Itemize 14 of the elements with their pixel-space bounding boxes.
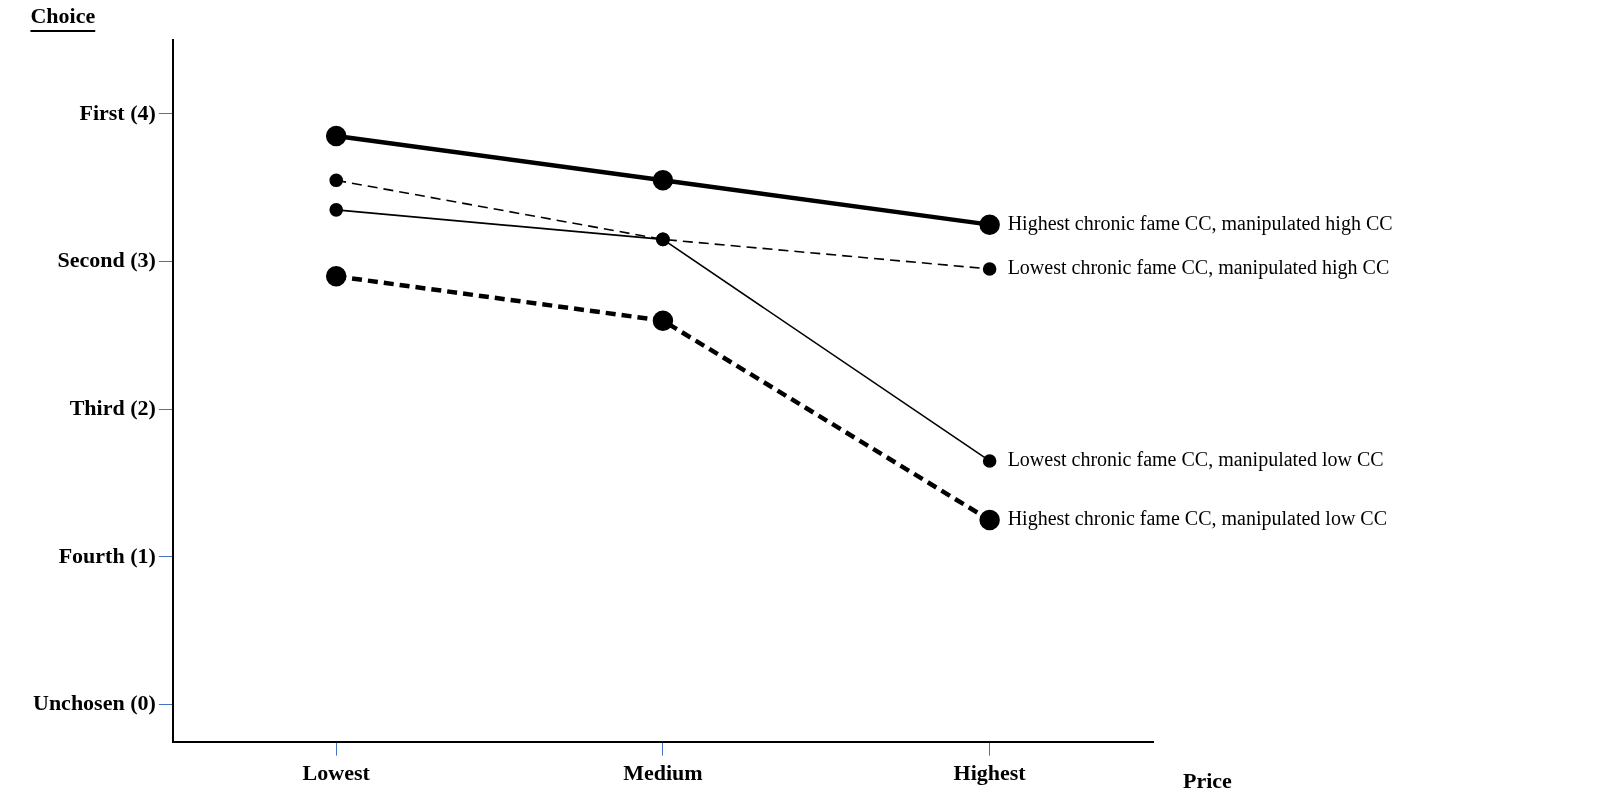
y-tick-label: Unchosen (0) (32, 690, 156, 716)
series-label: Lowest chronic fame CC, manipulated low CC (1007, 448, 1384, 472)
x-tick-label: Highest (953, 760, 1027, 786)
y-axis-title: Choice (30, 2, 96, 28)
x-tick-label: Medium (623, 760, 703, 786)
series-label: Lowest chronic fame CC, manipulated high CC (1007, 256, 1390, 280)
x-tick-label: Lowest (302, 760, 371, 786)
x-axis-title: Price (1183, 768, 1233, 794)
series-label: Highest chronic fame CC, manipulated low CC (1007, 507, 1388, 531)
y-tick-label: Third (2) (69, 394, 156, 420)
y-tick-label: First (4) (79, 99, 156, 125)
y-tick-label: Second (3) (57, 247, 156, 273)
series-label: Highest chronic fame CC, manipulated high CC (1007, 211, 1393, 235)
y-tick-label: Fourth (1) (58, 542, 156, 568)
